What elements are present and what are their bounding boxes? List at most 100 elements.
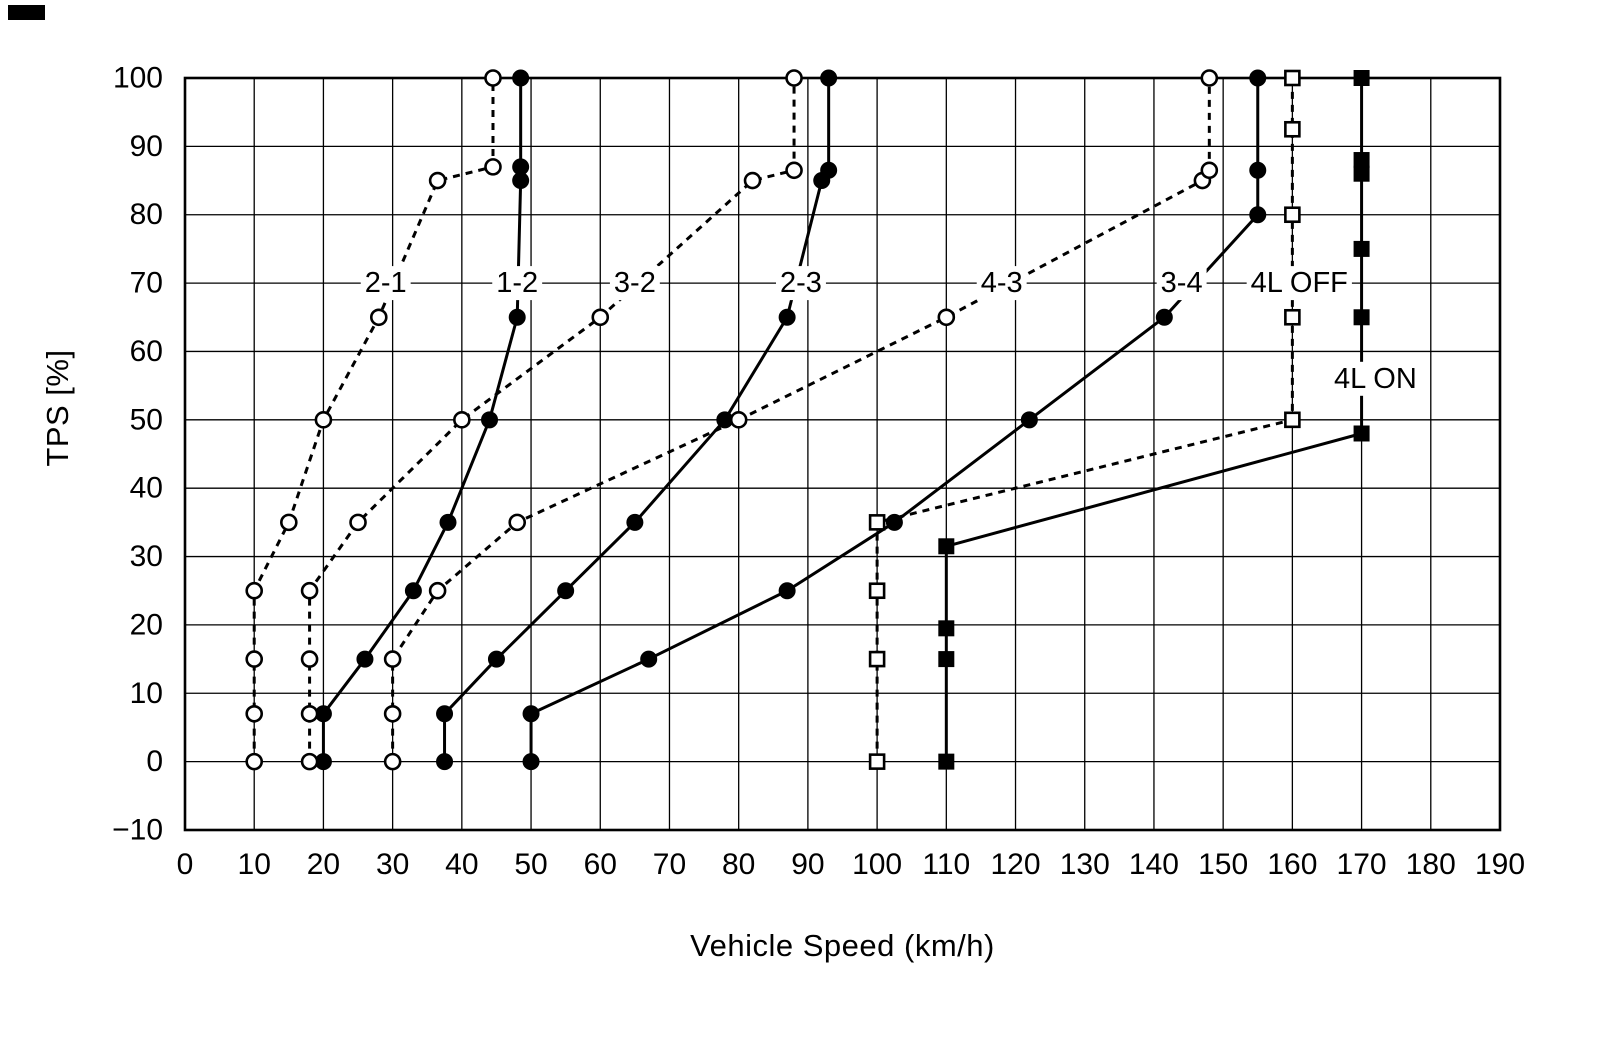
- x-tick-label: 90: [791, 848, 824, 881]
- x-tick-label: 180: [1406, 848, 1456, 881]
- marker-open-circle: [300, 704, 319, 723]
- marker-filled-circle: [512, 69, 530, 87]
- x-tick-label: 120: [990, 848, 1040, 881]
- curve-label-1-2: 1-2: [496, 267, 538, 299]
- marker-open-circle: [428, 171, 447, 190]
- marker-open-square: [868, 650, 886, 668]
- x-tick-label: 170: [1337, 848, 1387, 881]
- y-axis-title: TPS [%]: [40, 349, 75, 467]
- x-tick-label: 70: [653, 848, 686, 881]
- marker-filled-square: [1353, 240, 1370, 257]
- marker-filled-circle: [626, 513, 644, 531]
- marker-filled-square: [938, 620, 955, 637]
- marker-open-circle: [484, 69, 502, 87]
- y-tick-label: 70: [130, 267, 163, 300]
- y-tick-label: 30: [130, 540, 163, 573]
- curve-label-3-4: 3-4: [1161, 267, 1203, 299]
- curve-label-4-3: 4-3: [981, 267, 1023, 299]
- x-tick-label: 10: [238, 848, 271, 881]
- marker-open-circle: [349, 513, 367, 532]
- marker-filled-circle: [512, 158, 530, 176]
- marker-open-circle: [484, 158, 502, 176]
- x-tick-label: 150: [1198, 848, 1248, 881]
- marker-filled-circle: [778, 308, 796, 326]
- marker-filled-circle: [1249, 206, 1267, 224]
- x-tick-label: 190: [1475, 848, 1525, 881]
- marker-open-square: [1284, 120, 1301, 138]
- marker-open-circle: [369, 308, 388, 327]
- marker-open-circle: [743, 171, 762, 190]
- marker-open-square: [868, 753, 886, 770]
- marker-filled-circle: [1155, 308, 1173, 326]
- y-tick-label: 100: [113, 62, 163, 95]
- x-tick-label: 40: [445, 848, 478, 881]
- marker-filled-circle: [1249, 69, 1267, 87]
- y-tick-label: 90: [130, 130, 163, 163]
- marker-filled-circle: [1020, 411, 1038, 429]
- curve-label-2-1: 2-1: [365, 267, 407, 299]
- scan-artifact-mark: [8, 5, 45, 20]
- marker-filled-circle: [487, 650, 505, 668]
- series-line-2-1: [252, 78, 495, 762]
- marker-filled-circle: [1249, 161, 1267, 179]
- marker-filled-circle: [820, 161, 838, 179]
- x-tick-label: 100: [852, 848, 902, 881]
- marker-filled-circle: [820, 69, 838, 87]
- marker-open-circle: [1200, 161, 1219, 180]
- curve-label-backing: [609, 266, 660, 301]
- marker-open-circle: [300, 650, 319, 668]
- marker-open-circle: [591, 308, 610, 327]
- marker-filled-circle: [522, 753, 540, 771]
- curve-label-2-3: 2-3: [780, 267, 822, 299]
- x-axis-title: Vehicle Speed (km/h): [690, 928, 995, 963]
- marker-open-circle: [428, 581, 447, 600]
- x-tick-label: 80: [722, 848, 755, 881]
- curve-label-backing: [360, 266, 411, 301]
- marker-filled-circle: [508, 308, 526, 326]
- series-line-3-4: [529, 78, 1260, 762]
- marker-filled-circle: [436, 705, 454, 723]
- marker-open-circle: [245, 704, 264, 723]
- plot-area: 2-1 1-2 3-2 2-3 4-3 3-4 4L OFF 4L ON 0 10 20 30 40 50…: [112, 62, 1525, 882]
- x-tick-label: 110: [922, 848, 970, 881]
- curve-label-backing: [1330, 361, 1421, 396]
- y-tick-label: −10: [112, 814, 163, 847]
- marker-open-circle: [245, 581, 264, 600]
- plot-border: [183, 76, 1502, 832]
- marker-open-circle: [383, 752, 402, 771]
- marker-filled-circle: [439, 513, 457, 531]
- marker-filled-square: [1353, 425, 1370, 442]
- y-tick-label: 80: [130, 198, 163, 231]
- marker-filled-circle: [436, 753, 454, 771]
- x-tick-label: 30: [376, 848, 409, 881]
- curve-label-backing: [1156, 266, 1207, 301]
- marker-open-circle: [383, 650, 402, 668]
- curve-label-3-2: 3-2: [614, 267, 656, 299]
- y-tick-label: 0: [146, 745, 163, 778]
- marker-filled-square: [938, 651, 955, 668]
- x-tick-label: 60: [584, 848, 617, 881]
- marker-open-circle: [300, 581, 319, 600]
- marker-filled-circle: [404, 582, 422, 600]
- curve-label-backing: [1246, 266, 1352, 301]
- marker-open-square: [868, 582, 886, 600]
- marker-filled-square: [938, 538, 955, 555]
- marker-open-circle: [383, 704, 402, 723]
- curve-label-backing: [492, 266, 543, 301]
- marker-filled-circle: [557, 582, 575, 600]
- marker-open-circle: [245, 650, 264, 668]
- curve-label-backing: [776, 266, 826, 301]
- y-tick-label: 60: [130, 335, 163, 368]
- marker-filled-square: [938, 753, 955, 770]
- x-tick-label: 140: [1129, 848, 1179, 881]
- x-tick-label: 20: [307, 848, 340, 881]
- marker-open-square: [1284, 308, 1301, 326]
- y-tick-label: 20: [130, 608, 163, 641]
- marker-open-circle: [785, 161, 803, 180]
- marker-filled-square: [1353, 152, 1370, 169]
- marker-open-square: [1284, 411, 1301, 429]
- marker-open-circle: [729, 411, 748, 429]
- marker-open-circle: [508, 513, 527, 532]
- marker-filled-square: [1353, 309, 1370, 326]
